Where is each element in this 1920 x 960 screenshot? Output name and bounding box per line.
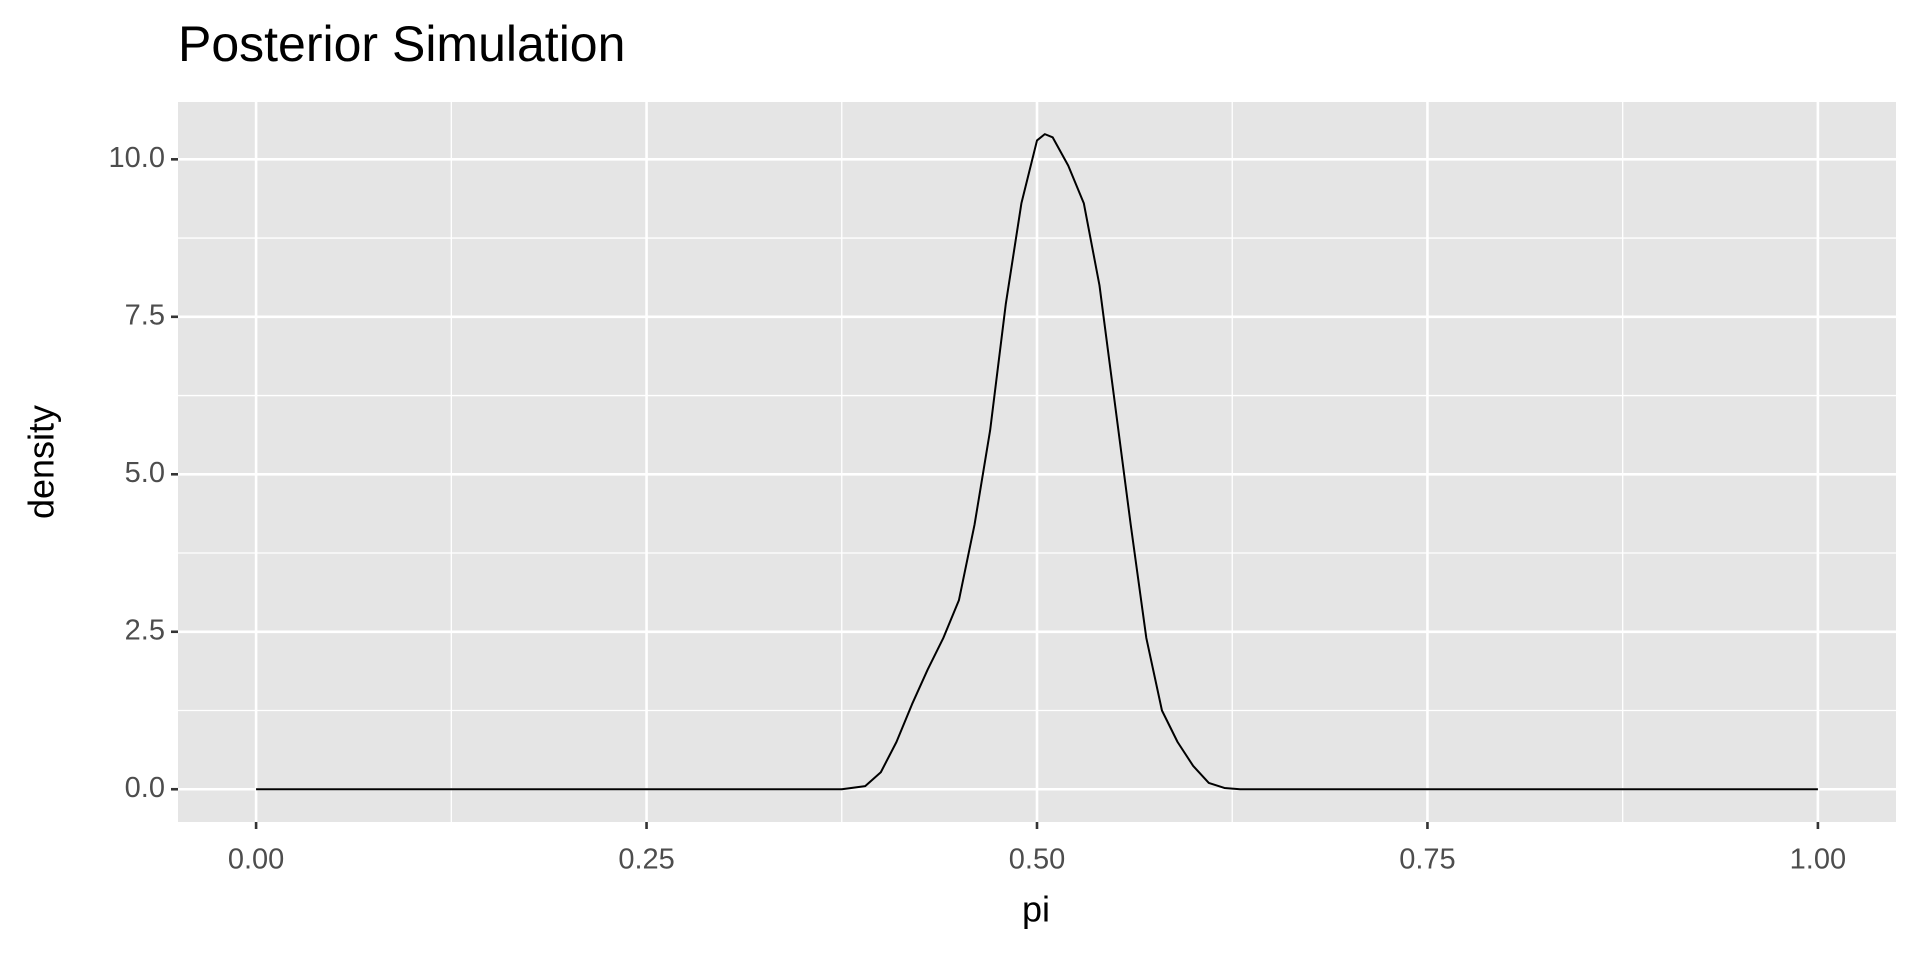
x-tick-label: 0.00 [228,844,284,876]
x-tick-label: 0.50 [1009,844,1065,876]
y-tick-label: 7.5 [125,299,165,331]
x-tick-label: 1.00 [1790,844,1846,876]
density-line [256,133,1818,791]
x-tick-label: 0.75 [1399,844,1455,876]
x-axis-title: pi [1022,889,1050,930]
y-tick-label: 0.0 [125,772,165,804]
chart-title: Posterior Simulation [178,16,625,72]
y-tick-label: 5.0 [125,457,165,489]
x-tick-label: 0.25 [618,844,674,876]
y-tick-label: 2.5 [125,614,165,646]
y-tick-label: 10.0 [109,142,165,174]
y-axis-title: density [21,405,62,519]
